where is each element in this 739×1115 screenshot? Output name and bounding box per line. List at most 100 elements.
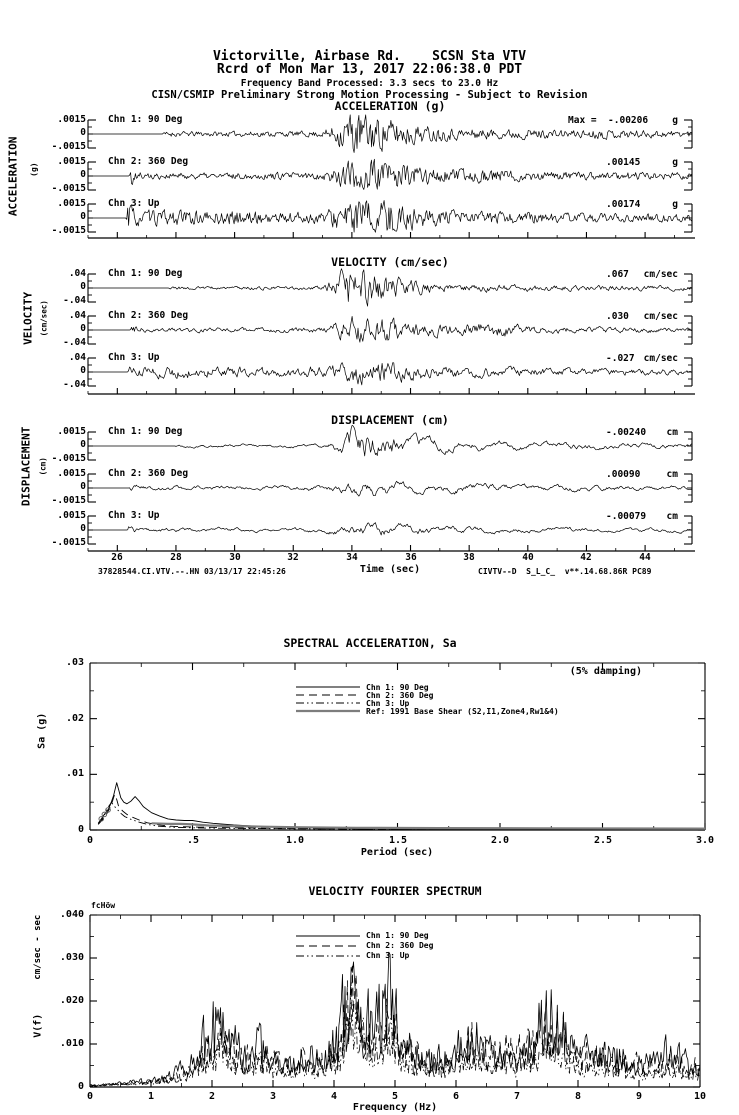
peak-value: .00145: [606, 157, 641, 168]
record-id-footer: 37828544.CI.VTV.--.HN 03/13/17 22:45:26: [98, 567, 286, 576]
time-axis-label: Time (sec): [359, 564, 421, 575]
time-tick: 44: [639, 552, 651, 563]
time-tick: 34: [346, 552, 358, 563]
fourier-y-tick: .030: [59, 952, 84, 963]
peak-value: .00090: [606, 469, 641, 480]
peak-value: -.00240: [606, 427, 647, 438]
sa-legend-chn2: Chn 2: 360 Deg: [366, 691, 434, 700]
sa-legend-chn3: Chn 3: Up: [366, 699, 410, 708]
fourier-x-tick: 3: [269, 1091, 277, 1102]
fourier-x-tick: 7: [513, 1091, 521, 1102]
fourier-x-tick: 9: [635, 1091, 643, 1102]
peak-unit: cm/sec: [643, 311, 678, 322]
fourier-x-tick: 5: [391, 1091, 399, 1102]
channel-label: Chn 2: 360 Deg: [108, 310, 189, 321]
fourier-legend-chn1: Chn 1: 90 Deg: [366, 931, 429, 940]
sa-x-tick: 2.0: [490, 835, 510, 846]
time-tick: 40: [522, 552, 534, 563]
y-tick: .0015: [57, 426, 86, 437]
y-tick: -.0015: [51, 141, 86, 152]
y-tick: -.0015: [51, 183, 86, 194]
y-tick: .0015: [57, 510, 86, 521]
sa-legend-chn1: Chn 1: 90 Deg: [366, 683, 429, 692]
y-tick: .04: [68, 352, 86, 363]
channel-label: Chn 2: 360 Deg: [108, 468, 189, 479]
sa-y-tick: .03: [65, 657, 84, 668]
y-tick: -.0015: [51, 537, 86, 548]
y-tick: 0: [80, 523, 86, 534]
fourier-title: VELOCITY FOURIER SPECTRUM: [308, 884, 482, 898]
y-tick: 0: [80, 281, 86, 292]
sa-y-tick: .01: [65, 768, 84, 779]
fourier-y-axis-label: V(f): [32, 1013, 44, 1038]
peak-unit: cm: [666, 469, 678, 480]
channel-label: Chn 2: 360 Deg: [108, 156, 189, 167]
fourier-x-axis-label: Frequency (Hz): [352, 1102, 438, 1113]
fourier-x-tick: 10: [693, 1091, 707, 1102]
fourier-y-tick: 0: [77, 1081, 84, 1092]
peak-unit: cm: [666, 427, 678, 438]
time-tick: 36: [405, 552, 417, 563]
record-datetime: Rcrd of Mon Mar 13, 2017 22:06:38.0 PDT: [216, 62, 523, 77]
peak-unit: g: [672, 157, 678, 168]
displacement-title: DISPLACEMENT (cm): [331, 413, 449, 427]
fourier-x-tick: 6: [452, 1091, 460, 1102]
y-tick: .04: [68, 310, 86, 321]
y-tick: -.04: [63, 379, 86, 390]
fourier-x-tick: 0: [86, 1091, 94, 1102]
time-tick: 30: [229, 552, 241, 563]
time-tick: 26: [111, 552, 123, 563]
sa-y-axis-label: Sa (g): [36, 712, 48, 749]
y-tick: 0: [80, 323, 86, 334]
sa-title: SPECTRAL ACCELERATION, Sa: [283, 636, 457, 650]
sa-x-tick: 2.5: [593, 835, 613, 846]
y-tick: .0015: [57, 468, 86, 479]
peak-value: .030: [606, 311, 629, 322]
sa-x-tick: 3.0: [695, 835, 715, 846]
processing-note: CISN/CSMIP Preliminary Strong Motion Pro…: [151, 89, 588, 101]
sa-x-tick: 1.0: [285, 835, 305, 846]
y-tick: -.0015: [51, 495, 86, 506]
fourier-x-tick: 2: [208, 1091, 216, 1102]
peak-unit: cm: [666, 511, 678, 522]
acceleration-axis-label: ACCELERATION: [6, 136, 20, 217]
channel-label: Chn 3: Up: [108, 198, 160, 209]
y-tick: -.0015: [51, 453, 86, 464]
y-tick: 0: [80, 211, 86, 222]
station-title: Victorville, Airbase Rd. SCSN Sta VTV: [212, 49, 527, 64]
sa-x-tick: .5: [186, 835, 200, 846]
sa-y-tick: 0: [77, 824, 84, 835]
fourier-corner-note: fcHöw: [91, 901, 116, 910]
y-tick: .0015: [57, 198, 86, 209]
y-tick: 0: [80, 127, 86, 138]
y-tick: .0015: [57, 114, 86, 125]
acceleration-title: ACCELERATION (g): [334, 99, 446, 113]
y-tick: -.04: [63, 295, 86, 306]
fourier-y-tick: .040: [59, 909, 84, 920]
y-tick: -.04: [63, 337, 86, 348]
peak-unit: cm/sec: [643, 269, 678, 280]
y-tick: 0: [80, 365, 86, 376]
y-tick: 0: [80, 169, 86, 180]
peak-unit: g: [672, 199, 678, 210]
displacement-axis-label: DISPLACEMENT: [19, 426, 33, 507]
peak-unit: cm/sec: [643, 353, 678, 364]
sa-x-tick: 0: [86, 835, 94, 846]
peak-value: Max = -.00206: [568, 115, 649, 126]
fourier-y-tick: .010: [59, 1038, 84, 1049]
time-tick: 38: [463, 552, 475, 563]
sa-x-tick: 1.5: [388, 835, 408, 846]
displacement-axis-unit: (cm): [38, 457, 48, 476]
fourier-y-tick: .020: [59, 995, 84, 1006]
peak-unit: g: [672, 115, 678, 126]
y-tick: .04: [68, 268, 86, 279]
channel-label: Chn 3: Up: [108, 510, 160, 521]
time-tick: 28: [170, 552, 182, 563]
channel-label: Chn 1: 90 Deg: [108, 114, 183, 125]
fourier-x-tick: 4: [330, 1091, 338, 1102]
peak-value: -.027: [606, 353, 635, 364]
peak-value: .00174: [606, 199, 641, 210]
peak-value: -.00079: [606, 511, 647, 522]
